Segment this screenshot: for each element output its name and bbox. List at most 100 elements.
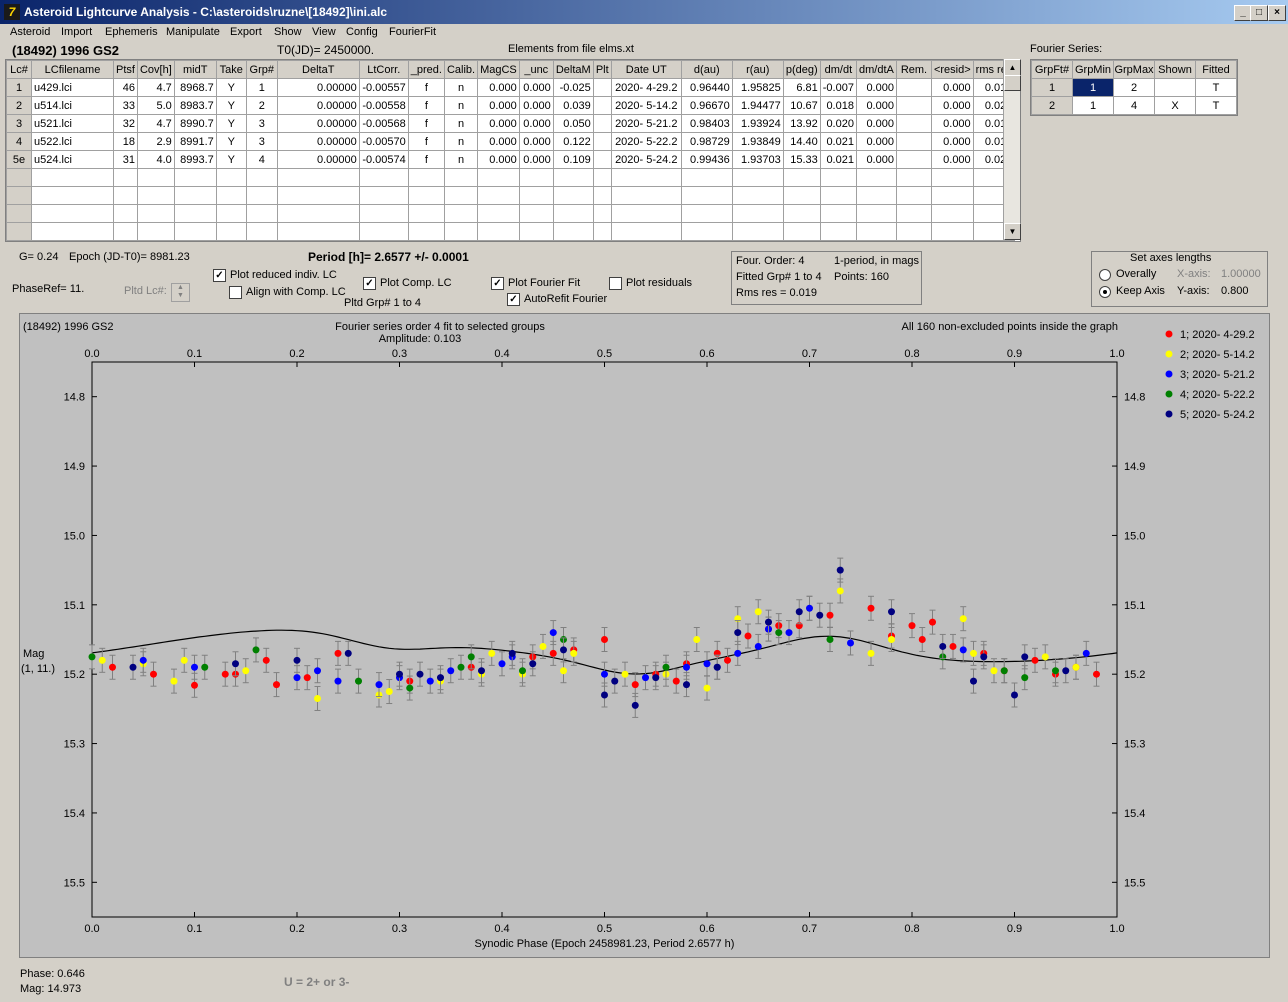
table-cell[interactable]: 8991.7 xyxy=(173,132,217,151)
lightcurve-table[interactable]: Lc# LCfilename Ptsf Cov[h] midT Take Grp# Delta… xyxy=(5,59,1021,242)
close-button[interactable]: × xyxy=(1268,5,1286,21)
table-cell[interactable]: u521.lci xyxy=(31,114,114,133)
row-header[interactable]: 1 xyxy=(6,78,32,97)
table-cell[interactable] xyxy=(477,168,520,187)
table-cell[interactable]: 0.000 xyxy=(518,78,554,97)
table-cell[interactable] xyxy=(819,222,857,241)
table-cell[interactable] xyxy=(855,222,897,241)
column-header[interactable]: d(au) xyxy=(680,60,733,79)
table-cell[interactable] xyxy=(930,222,974,241)
table-cell[interactable]: 6.81 xyxy=(782,78,821,97)
table-cell[interactable]: 8983.7 xyxy=(173,96,217,115)
keep-axis-radio[interactable] xyxy=(1099,286,1111,298)
table-cell[interactable]: u514.lci xyxy=(31,96,114,115)
table-cell[interactable] xyxy=(782,186,821,205)
table-cell[interactable]: 5.0 xyxy=(136,96,175,115)
table-cell[interactable]: 0.00000 xyxy=(276,150,360,169)
row-header[interactable]: 3 xyxy=(6,114,32,133)
column-header[interactable]: Date UT xyxy=(610,60,682,79)
table-cell[interactable]: 18 xyxy=(113,132,138,151)
column-header[interactable]: LtCorr. xyxy=(358,60,409,79)
table-cell[interactable]: 0.000 xyxy=(477,150,520,169)
table-cell[interactable] xyxy=(6,168,32,187)
fourier-cell[interactable]: X xyxy=(1154,96,1196,115)
table-cell[interactable] xyxy=(31,186,114,205)
column-header[interactable]: Calib. xyxy=(443,60,479,79)
column-header[interactable]: Rem. xyxy=(895,60,932,79)
table-row[interactable]: 2 u514.lci 33 5.0 8983.7 Y 2 0.00000 -0.00558 f n 0… xyxy=(6,96,1016,115)
table-cell[interactable] xyxy=(782,168,821,187)
table-cell[interactable]: 0.000 xyxy=(477,114,520,133)
table-cell[interactable]: 8968.7 xyxy=(173,78,217,97)
table-cell[interactable] xyxy=(680,168,733,187)
fourier-cell[interactable]: T xyxy=(1195,78,1237,97)
table-cell[interactable]: n xyxy=(443,114,479,133)
table-cell[interactable]: 13.92 xyxy=(782,114,821,133)
column-header[interactable]: MagCS xyxy=(477,60,520,79)
table-cell[interactable] xyxy=(592,150,612,169)
table-cell[interactable] xyxy=(407,186,445,205)
table-cell[interactable] xyxy=(855,186,897,205)
table-cell[interactable] xyxy=(819,186,857,205)
maximize-button[interactable]: □ xyxy=(1250,5,1268,21)
fourier-cell[interactable]: 4 xyxy=(1113,96,1155,115)
table-cell[interactable] xyxy=(592,114,612,133)
empty-row[interactable] xyxy=(6,204,1016,223)
table-cell[interactable]: 2020- 5-14.2 xyxy=(610,96,682,115)
fourier-row-header[interactable]: 1 xyxy=(1031,78,1073,97)
table-cell[interactable] xyxy=(358,168,409,187)
table-cell[interactable]: 10.67 xyxy=(782,96,821,115)
table-cell[interactable]: Y xyxy=(215,150,247,169)
table-cell[interactable]: 0.000 xyxy=(855,78,897,97)
table-cell[interactable]: 4 xyxy=(245,150,278,169)
table-cell[interactable] xyxy=(895,186,932,205)
table-cell[interactable] xyxy=(215,186,247,205)
table-cell[interactable]: 0.000 xyxy=(930,78,974,97)
table-cell[interactable]: 4.7 xyxy=(136,78,175,97)
row-header[interactable]: 2 xyxy=(6,96,32,115)
table-cell[interactable] xyxy=(680,222,733,241)
table-cell[interactable]: 0.00000 xyxy=(276,78,360,97)
table-cell[interactable] xyxy=(592,96,612,115)
table-cell[interactable]: 2020- 5-24.2 xyxy=(610,150,682,169)
table-row[interactable]: 1 u429.lci 46 4.7 8968.7 Y 1 0.00000 -0.00557 f n 0… xyxy=(6,78,1016,97)
table-cell[interactable]: 0.000 xyxy=(855,114,897,133)
fourier-column-header[interactable]: GrpMin xyxy=(1072,60,1114,79)
table-cell[interactable] xyxy=(782,204,821,223)
table-cell[interactable] xyxy=(477,222,520,241)
table-cell[interactable] xyxy=(276,186,360,205)
table-cell[interactable] xyxy=(782,222,821,241)
table-cell[interactable] xyxy=(680,186,733,205)
scroll-down-icon[interactable]: ▼ xyxy=(1004,223,1021,240)
menu-fourierfit[interactable]: FourierFit xyxy=(389,26,437,38)
empty-row[interactable] xyxy=(6,222,1016,241)
y-axis-value[interactable]: 0.800 xyxy=(1221,285,1249,297)
table-cell[interactable]: 0.000 xyxy=(477,78,520,97)
overally-radio[interactable] xyxy=(1099,269,1111,281)
table-cell[interactable]: -0.00558 xyxy=(358,96,409,115)
table-cell[interactable] xyxy=(31,204,114,223)
table-cell[interactable]: 0.000 xyxy=(477,96,520,115)
table-cell[interactable] xyxy=(610,204,682,223)
table-cell[interactable] xyxy=(895,204,932,223)
plot-reduced-checkbox[interactable]: ✓ xyxy=(213,269,226,282)
table-cell[interactable]: 3 xyxy=(245,132,278,151)
table-cell[interactable] xyxy=(680,204,733,223)
table-cell[interactable] xyxy=(895,132,932,151)
table-cell[interactable] xyxy=(443,204,479,223)
table-cell[interactable] xyxy=(518,204,554,223)
table-cell[interactable] xyxy=(477,204,520,223)
column-header[interactable]: Plt xyxy=(592,60,612,79)
table-row[interactable]: 4 u522.lci 18 2.9 8991.7 Y 3 0.00000 -0.00570 f n 0… xyxy=(6,132,1016,151)
menu-manipulate[interactable]: Manipulate xyxy=(166,26,220,38)
table-cell[interactable] xyxy=(443,222,479,241)
table-cell[interactable]: 0.039 xyxy=(552,96,594,115)
table-cell[interactable] xyxy=(731,186,784,205)
table-cell[interactable] xyxy=(6,186,32,205)
table-cell[interactable]: -0.007 xyxy=(819,78,857,97)
fourier-cell[interactable] xyxy=(1154,78,1196,97)
table-cell[interactable]: 0.96440 xyxy=(680,78,733,97)
table-cell[interactable] xyxy=(245,168,278,187)
table-cell[interactable]: f xyxy=(407,78,445,97)
column-header[interactable]: DeltaT xyxy=(276,60,360,79)
